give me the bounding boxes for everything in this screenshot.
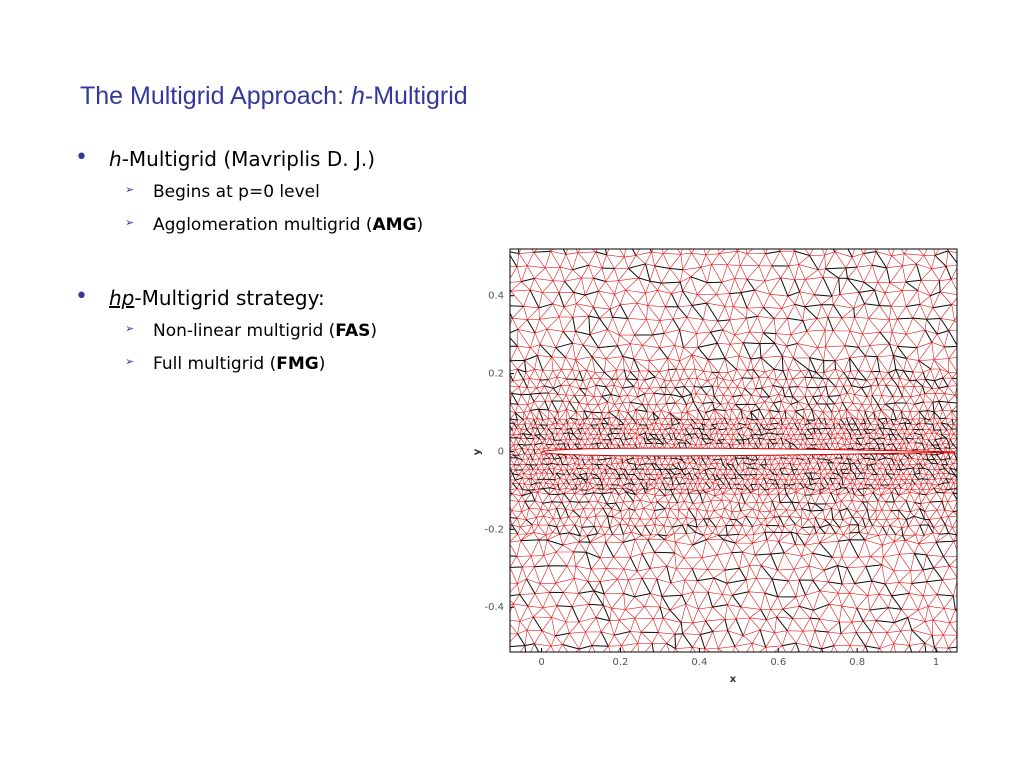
mesh — [510, 249, 957, 652]
sub-bullet-part: ) — [370, 321, 377, 341]
sub-bullet: ➢ Full multigrid (FMG) — [125, 354, 326, 374]
y-tick-label: 0.2 — [488, 369, 504, 380]
title-part: The Multigrid Approach: — [80, 82, 351, 110]
y-tick-label: -0.4 — [484, 602, 504, 613]
x-tick-label: 0 — [538, 657, 544, 668]
bullet-part: h — [109, 147, 122, 171]
sub-bullet-part: FAS — [335, 321, 371, 341]
sub-bullet: ➢ Agglomeration multigrid (AMG) — [125, 215, 424, 235]
bullet-part: hp — [109, 286, 135, 310]
y-tick-label: 0 — [498, 446, 504, 457]
sub-bullet-part: AMG — [372, 215, 417, 235]
slide-title: The Multigrid Approach: h-Multigrid — [80, 82, 468, 111]
title-part: -Multigrid — [364, 82, 468, 110]
x-tick-label: 1 — [933, 657, 939, 668]
x-tick-label: 0.4 — [691, 657, 707, 668]
sub-bullet-part: FMG — [276, 354, 319, 374]
x-axis-label: x — [730, 674, 737, 685]
sub-bullet-part: ) — [416, 215, 424, 235]
bullet-part: -Multigrid (Mavriplis D. J.) — [121, 147, 376, 171]
bullet-part: -Multigrid strategy: — [134, 286, 325, 310]
sub-bullet-part: Agglomeration multigrid ( — [153, 215, 373, 235]
x-tick-label: 0.6 — [770, 657, 786, 668]
x-tick-label: 0.2 — [613, 657, 629, 668]
sub-bullet-part: Begins at p=0 level — [153, 182, 320, 202]
y-tick-label: -0.2 — [484, 524, 504, 535]
sub-bullet: ➢ Begins at p=0 level — [125, 182, 320, 202]
sub-bullet-part: Non-linear multigrid ( — [153, 321, 336, 341]
y-tick-label: 0.4 — [488, 291, 504, 302]
x-tick-label: 0.8 — [849, 657, 865, 668]
title-part: h — [350, 82, 365, 110]
y-axis-label: y — [472, 448, 483, 455]
agglomerated-cells — [510, 249, 957, 652]
sub-bullet: ➢ Non-linear multigrid (FAS) — [125, 321, 377, 341]
bullet: • h-Multigrid (Mavriplis D. J.) — [75, 145, 376, 171]
sub-bullet-part: ) — [318, 354, 326, 374]
plot-frame — [509, 248, 958, 653]
airfoil — [540, 447, 956, 457]
bullet: • hp-Multigrid strategy: — [75, 284, 325, 310]
sub-bullet-part: Full multigrid ( — [153, 354, 277, 374]
